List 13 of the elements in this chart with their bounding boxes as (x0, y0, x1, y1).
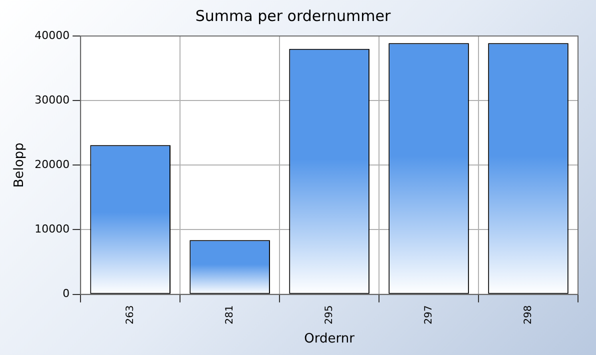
x-tick-label: 281 (224, 305, 236, 324)
y-axis-title: Belopp (12, 142, 28, 188)
x-tick-label: 297 (423, 305, 434, 324)
x-tick-label: 295 (324, 305, 335, 324)
x-axis-title: Ordernr (304, 332, 356, 347)
y-tick-label: 20000 (34, 158, 70, 172)
y-tick-label: 40000 (34, 28, 70, 42)
x-tick-label: 263 (124, 305, 136, 324)
y-tick-label: 0 (62, 287, 70, 300)
y-tick-label: 10000 (34, 222, 70, 236)
y-tick-label: 30000 (34, 93, 70, 106)
chart-title: Summa per ordernummer (195, 6, 392, 25)
x-tick-label: 298 (522, 305, 534, 324)
